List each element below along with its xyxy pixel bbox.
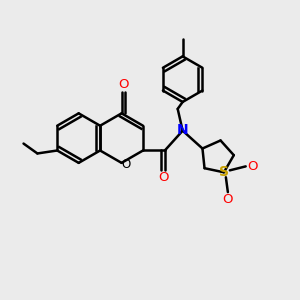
Text: O: O — [223, 193, 233, 206]
Text: O: O — [121, 158, 130, 171]
Text: O: O — [118, 78, 128, 91]
Text: O: O — [248, 160, 258, 173]
Text: O: O — [158, 171, 169, 184]
Text: N: N — [177, 123, 188, 137]
Text: S: S — [219, 165, 229, 179]
